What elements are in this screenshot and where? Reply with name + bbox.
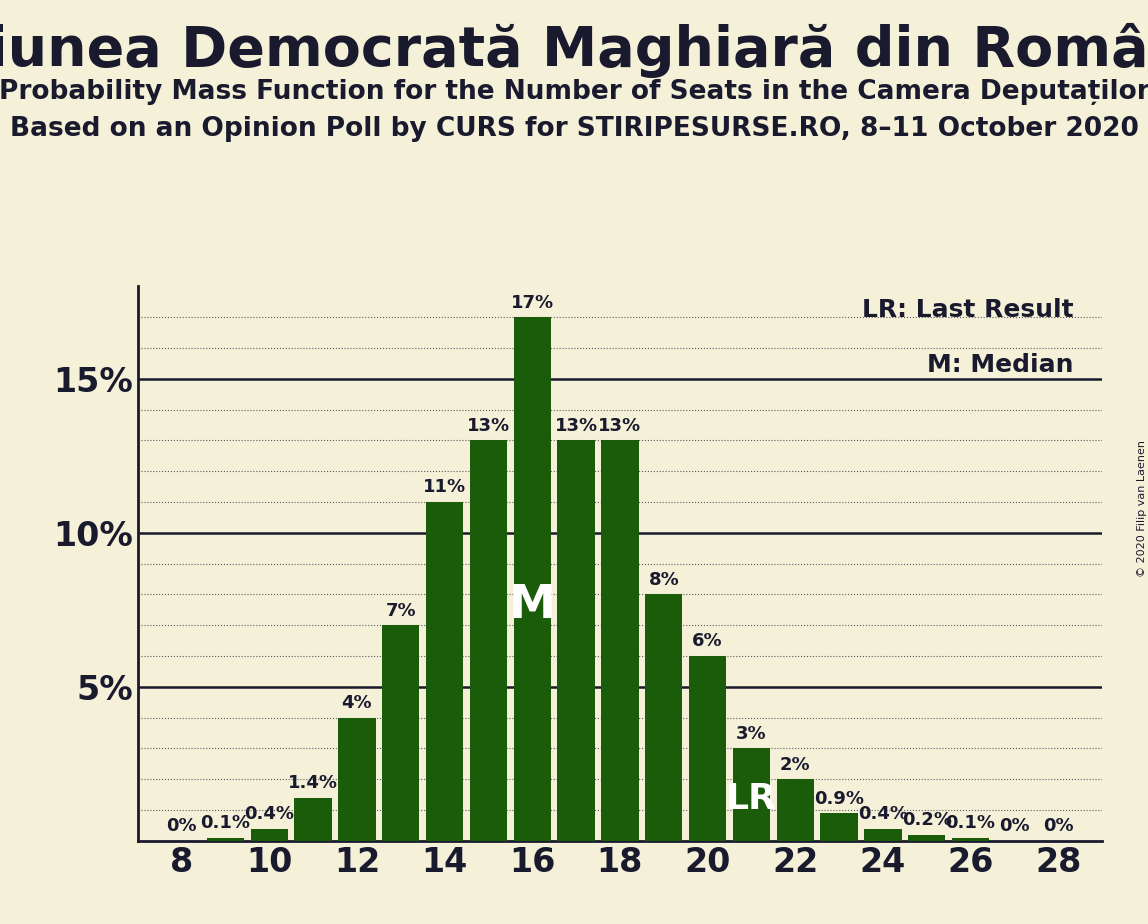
- Text: 2%: 2%: [779, 756, 810, 773]
- Text: Based on an Opinion Poll by CURS for STIRIPESURSE.RO, 8–11 October 2020: Based on an Opinion Poll by CURS for STI…: [9, 116, 1139, 141]
- Bar: [645, 594, 682, 841]
- Text: 0%: 0%: [999, 818, 1030, 835]
- Text: M: M: [509, 583, 556, 627]
- Text: 0.9%: 0.9%: [814, 790, 864, 808]
- Text: © 2020 Filip van Laenen: © 2020 Filip van Laenen: [1138, 440, 1147, 577]
- Text: 0.2%: 0.2%: [901, 811, 952, 829]
- Bar: [602, 441, 638, 841]
- Text: 4%: 4%: [342, 694, 372, 712]
- Text: Uniunea Democrată Maghiară din România: Uniunea Democrată Maghiară din România: [0, 23, 1148, 79]
- Text: 0%: 0%: [1042, 818, 1073, 835]
- Bar: [908, 834, 945, 841]
- Text: 8%: 8%: [649, 571, 680, 589]
- Text: 6%: 6%: [692, 633, 723, 650]
- Text: 13%: 13%: [467, 417, 510, 435]
- Bar: [776, 779, 814, 841]
- Bar: [294, 797, 332, 841]
- Text: 17%: 17%: [511, 294, 553, 311]
- Bar: [821, 813, 858, 841]
- Text: 0.1%: 0.1%: [201, 814, 250, 833]
- Text: M: Median: M: Median: [926, 353, 1073, 377]
- Bar: [952, 838, 990, 841]
- Text: 0.4%: 0.4%: [858, 805, 908, 823]
- Bar: [864, 829, 901, 841]
- Text: 1.4%: 1.4%: [288, 774, 339, 792]
- Bar: [426, 502, 463, 841]
- Bar: [250, 829, 288, 841]
- Text: 3%: 3%: [736, 725, 767, 743]
- Text: Probability Mass Function for the Number of Seats in the Camera Deputaților: Probability Mass Function for the Number…: [0, 79, 1148, 104]
- Bar: [732, 748, 770, 841]
- Text: 0%: 0%: [166, 818, 197, 835]
- Text: 0.4%: 0.4%: [245, 805, 294, 823]
- Bar: [513, 317, 551, 841]
- Text: 13%: 13%: [598, 417, 642, 435]
- Bar: [339, 718, 375, 841]
- Bar: [689, 656, 727, 841]
- Bar: [207, 838, 245, 841]
- Text: LR: Last Result: LR: Last Result: [861, 298, 1073, 322]
- Text: 11%: 11%: [422, 479, 466, 496]
- Text: 0.1%: 0.1%: [946, 814, 995, 833]
- Bar: [470, 441, 507, 841]
- Text: LR: LR: [726, 783, 777, 816]
- Bar: [558, 441, 595, 841]
- Bar: [382, 626, 419, 841]
- Text: 7%: 7%: [386, 602, 416, 620]
- Text: 13%: 13%: [554, 417, 598, 435]
